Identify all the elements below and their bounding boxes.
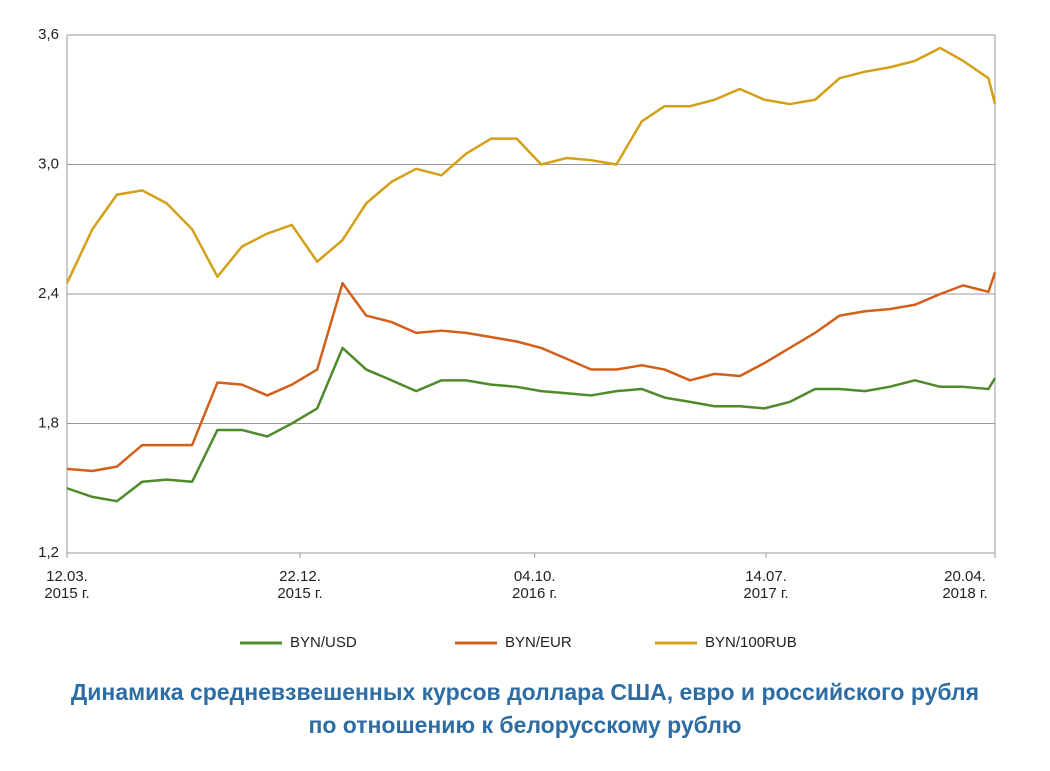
y-tick-label: 1,8 [38,414,59,431]
series-line [66,346,997,503]
chart-title: Динамика средневзвешенных курсов доллара… [70,679,980,738]
legend-label: BYN/100RUB [705,634,797,651]
series-line [65,46,997,284]
y-tick-label: 3,0 [38,155,59,172]
legend-label: BYN/USD [290,634,357,651]
x-tick-label: 12.03. 2015 г. [44,568,90,602]
x-tick-label: 14.07. 2017 г. [743,568,789,602]
y-tick-label: 3,6 [38,26,59,43]
y-tick-label: 2,4 [38,285,59,302]
x-tick-label: 04.10. 2016 г. [511,568,558,602]
series-line [66,272,997,473]
x-tick-label: 20.04. 2018 г. [942,568,988,602]
legend-label: BYN/EUR [505,634,572,651]
y-tick-label: 1,2 [38,544,59,561]
x-tick-label: 22.12. 2015 г. [277,568,323,602]
